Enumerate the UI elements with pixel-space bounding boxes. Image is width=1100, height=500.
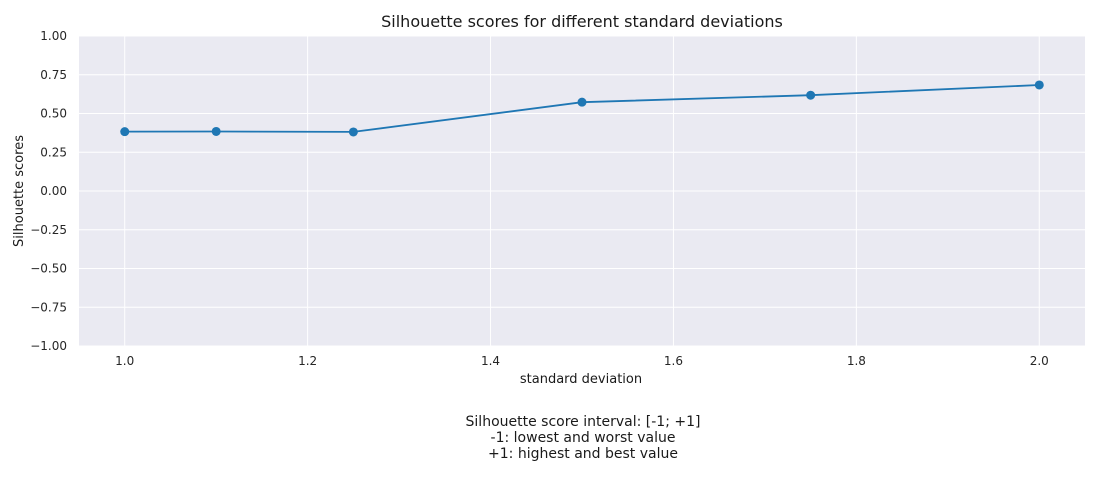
data-point <box>577 97 587 107</box>
y-tick-labels: 1.00 0.75 0.50 0.25 0.00 −0.25 −0.50 −0.75 −1.00 <box>30 29 67 353</box>
x-tick-label: 1.2 <box>298 354 317 368</box>
series-line <box>124 84 1040 133</box>
y-tick-label: 0.25 <box>40 145 67 159</box>
x-tick-label: 1.0 <box>115 354 134 368</box>
data-point <box>348 127 358 137</box>
y-tick-label: 0.75 <box>40 68 67 82</box>
y-tick-label: −0.50 <box>30 262 67 276</box>
y-tick-label: −1.00 <box>30 339 67 353</box>
chart-title: Silhouette scores for different standard… <box>381 12 783 31</box>
y-tick-label: 1.00 <box>40 29 67 43</box>
x-axis-label: standard deviation <box>520 372 642 387</box>
y-gridlines <box>79 35 1085 347</box>
y-tick-label: −0.75 <box>30 300 67 314</box>
series-layer <box>120 80 1044 137</box>
x-tick-label: 1.8 <box>847 354 866 368</box>
x-tick-label: 2.0 <box>1030 354 1049 368</box>
data-point <box>1034 80 1044 90</box>
y-axis-label: Silhouette scores <box>12 135 27 247</box>
y-tick-label: 0.00 <box>40 184 67 198</box>
x-tick-label: 1.6 <box>664 354 683 368</box>
data-point <box>806 90 816 100</box>
y-tick-label: −0.25 <box>30 223 67 237</box>
data-point <box>211 126 221 136</box>
y-tick-label: 0.50 <box>40 107 67 121</box>
caption-line-3: +1: highest and best value <box>488 446 678 462</box>
caption-line-2: -1: lowest and worst value <box>490 430 676 446</box>
x-tick-label: 1.4 <box>481 354 500 368</box>
caption-line-1: Silhouette score interval: [-1; +1] <box>465 414 701 430</box>
data-point <box>120 127 130 137</box>
caption: Silhouette score interval: [-1; +1] -1: … <box>0 414 1100 462</box>
x-tick-labels: 1.0 1.2 1.4 1.6 1.8 2.0 <box>115 354 1049 368</box>
